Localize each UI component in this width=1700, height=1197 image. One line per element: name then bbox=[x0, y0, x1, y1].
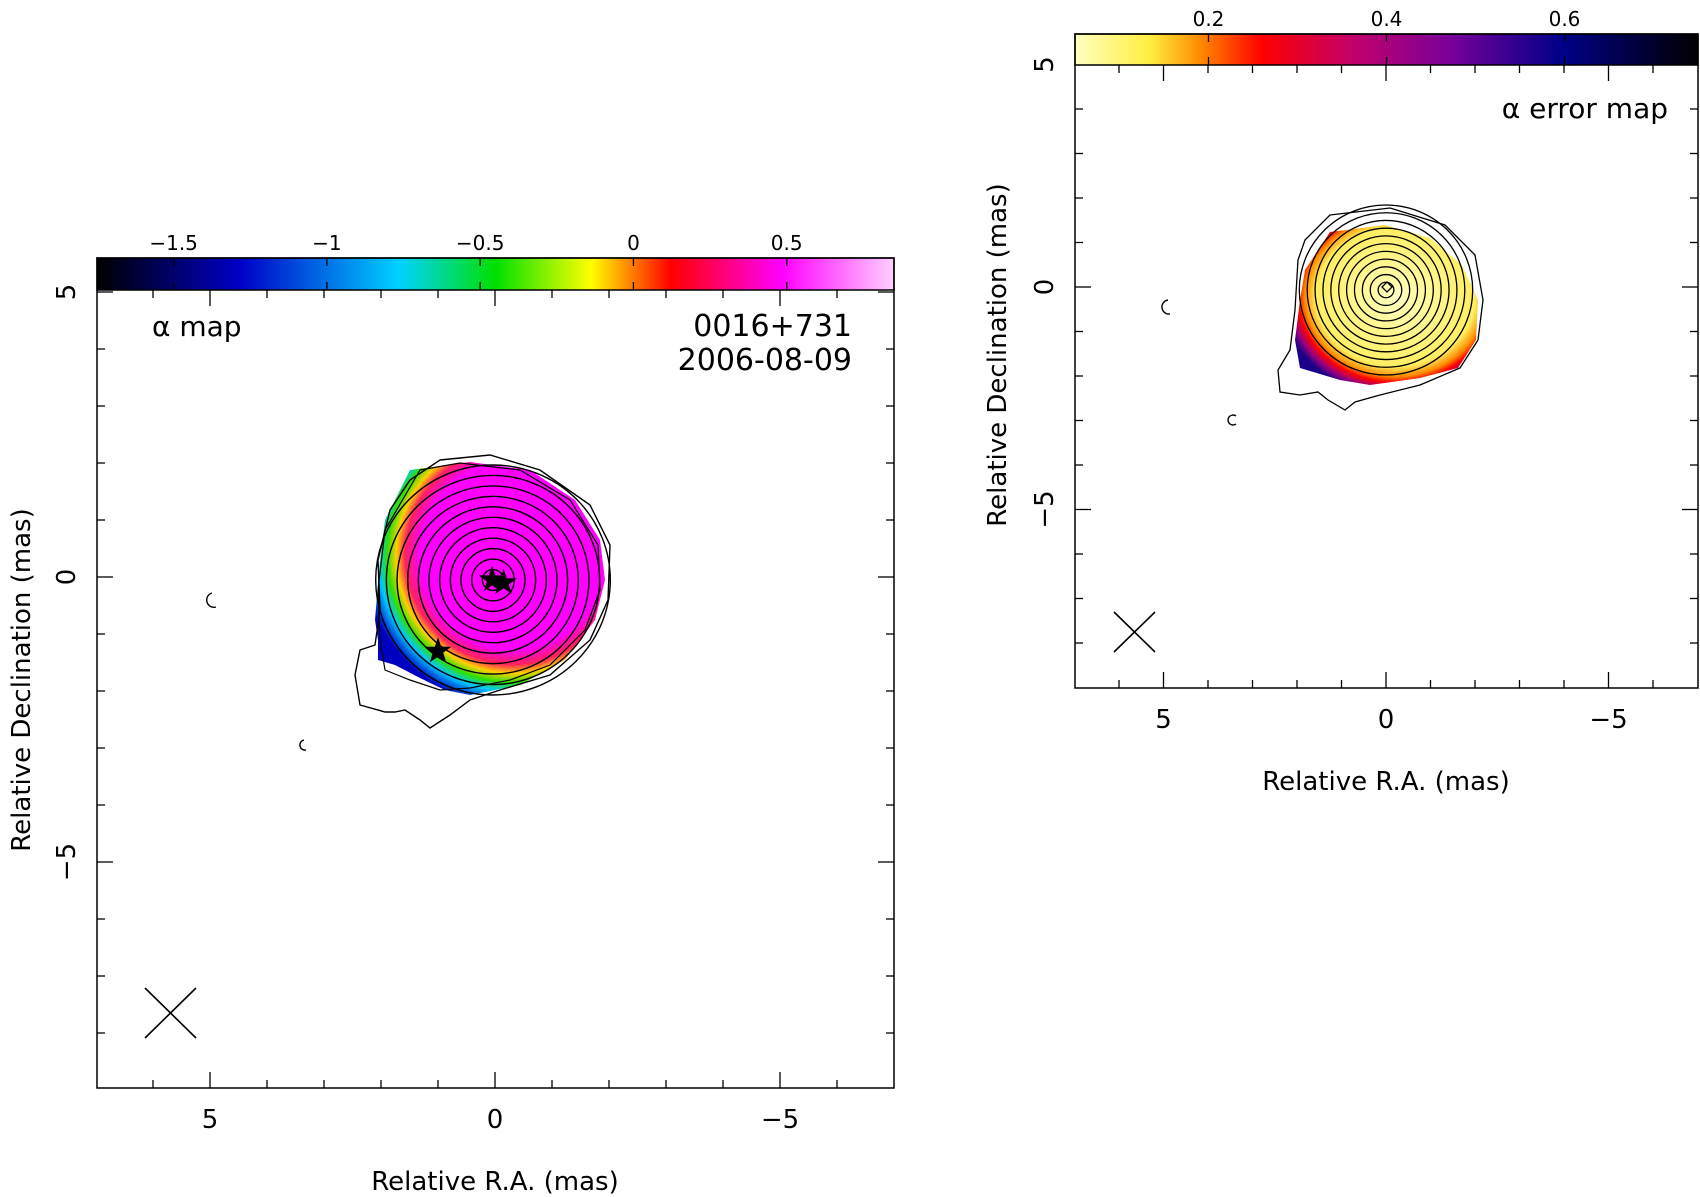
right-panel: 0.2 0.4 0.6 α error map 5 0 −5 5 0 −5 Relative… bbox=[983, 7, 1699, 797]
x-tick-label: 0 bbox=[487, 1105, 504, 1135]
left-colorbar bbox=[96, 257, 895, 291]
colorbar-tick-label: 0 bbox=[627, 231, 640, 255]
contour-ring bbox=[396, 485, 590, 675]
y-tick-label: 0 bbox=[52, 569, 82, 586]
right-x-ticklabels: 5 0 −5 bbox=[1155, 705, 1627, 735]
right-y-ticklabels: 5 0 −5 bbox=[1030, 56, 1060, 528]
x-tick-label: 0 bbox=[1378, 705, 1395, 735]
contour-ring bbox=[1306, 212, 1466, 368]
left-star-markers bbox=[424, 565, 517, 663]
left-source-label: 0016+731 bbox=[693, 309, 852, 344]
contour-ring bbox=[1298, 204, 1474, 376]
contour-ring bbox=[1345, 250, 1427, 330]
contour-ring bbox=[428, 516, 558, 644]
left-outer-contour-2 bbox=[377, 462, 601, 691]
contour-ring bbox=[417, 506, 569, 654]
contour-ring bbox=[1314, 219, 1458, 361]
x-tick-label: −5 bbox=[761, 1105, 799, 1135]
right-small-arc-1 bbox=[1161, 299, 1171, 315]
y-tick-label: 5 bbox=[52, 284, 82, 301]
x-tick-label: −5 bbox=[1589, 705, 1627, 735]
left-small-arc-2 bbox=[299, 739, 307, 751]
star-marker bbox=[424, 637, 452, 663]
left-contours bbox=[375, 464, 612, 696]
contour-ring bbox=[449, 537, 537, 623]
colorbar-tick-label: −1 bbox=[312, 231, 341, 255]
left-x-axis-label: Relative R.A. (mas) bbox=[371, 1167, 618, 1197]
right-center-diamond bbox=[1381, 281, 1393, 293]
colorbar-tick-label: 0.5 bbox=[771, 231, 803, 255]
left-axis-ticks bbox=[97, 290, 894, 1088]
contour-ring bbox=[1322, 227, 1450, 353]
left-panel: −1.5 −1 −0.5 0 0.5 α map 0016+731 2006-08-09… bbox=[7, 231, 895, 1197]
right-beam-marker bbox=[1113, 611, 1156, 653]
contour-ring bbox=[438, 527, 548, 633]
contour-ring bbox=[1369, 273, 1403, 307]
left-map-label: α map bbox=[152, 310, 242, 343]
right-colorbar-ticks: 0.2 0.4 0.6 bbox=[1193, 7, 1581, 65]
y-tick-label: 0 bbox=[1030, 279, 1060, 296]
right-map-label: α error map bbox=[1502, 92, 1668, 125]
y-tick-label: 5 bbox=[1030, 56, 1060, 73]
left-colorbar-ticks: −1.5 −1 −0.5 0 0.5 bbox=[149, 231, 803, 290]
colorbar-tick-label: 0.2 bbox=[1193, 7, 1225, 31]
contour-ring bbox=[1353, 258, 1419, 322]
left-date-label: 2006-08-09 bbox=[678, 343, 852, 378]
contour-ring bbox=[460, 547, 526, 613]
left-small-arc-1 bbox=[206, 592, 217, 608]
right-small-arc-2 bbox=[1227, 414, 1237, 426]
x-tick-label: 5 bbox=[1155, 705, 1172, 735]
right-axis-ticks bbox=[1075, 65, 1698, 688]
star-marker bbox=[490, 568, 517, 594]
contour-ring bbox=[1338, 242, 1434, 338]
colorbar-tick-label: −0.5 bbox=[456, 231, 505, 255]
colorbar-tick-label: 0.4 bbox=[1371, 7, 1403, 31]
contour-ring bbox=[1330, 235, 1442, 345]
colorbar-tick-label: −1.5 bbox=[149, 231, 198, 255]
contour-ring bbox=[1361, 266, 1411, 314]
right-x-axis-label: Relative R.A. (mas) bbox=[1262, 767, 1509, 797]
colorbar-tick-label: 0.6 bbox=[1549, 7, 1581, 31]
left-y-axis-label: Relative Declination (mas) bbox=[7, 508, 37, 851]
left-x-ticklabels: 5 0 −5 bbox=[202, 1105, 799, 1135]
contour-ring bbox=[406, 495, 580, 665]
contour-ring bbox=[375, 464, 612, 696]
left-beam-marker bbox=[144, 987, 197, 1039]
y-tick-label: −5 bbox=[52, 843, 82, 881]
right-y-axis-label: Relative Declination (mas) bbox=[983, 183, 1013, 526]
x-tick-label: 5 bbox=[202, 1105, 219, 1135]
y-tick-label: −5 bbox=[1030, 490, 1060, 528]
left-y-ticklabels: 5 0 −5 bbox=[52, 284, 82, 881]
right-outer-contour bbox=[1277, 207, 1484, 411]
left-outer-contour bbox=[354, 454, 611, 729]
